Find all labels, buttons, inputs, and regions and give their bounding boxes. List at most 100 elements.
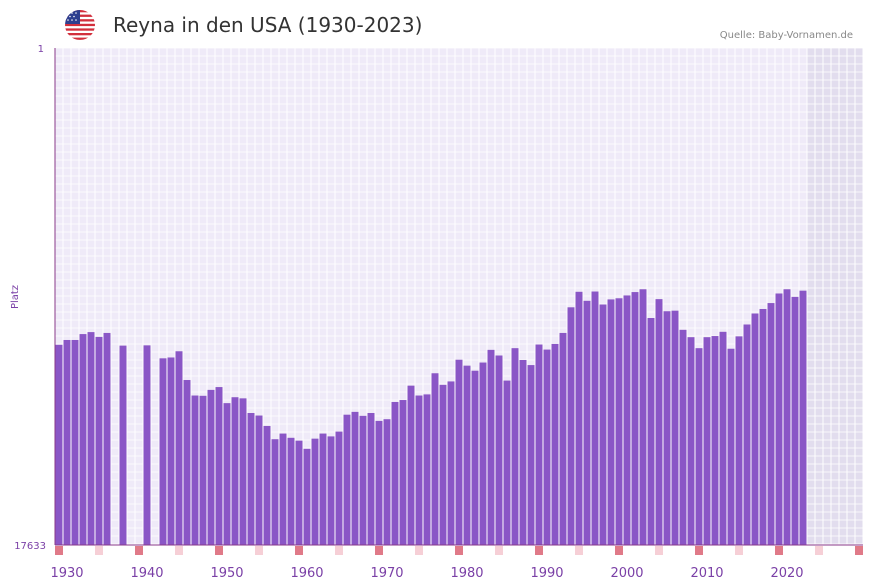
bar-1981 — [471, 370, 479, 545]
bar-1984 — [495, 355, 503, 545]
year-marker-1979 — [455, 546, 463, 555]
x-tick-1930: 1930 — [50, 566, 83, 581]
bar-1962 — [319, 433, 327, 545]
bar-1964 — [335, 431, 343, 545]
bar-1986 — [511, 348, 519, 545]
x-tick-1970: 1970 — [370, 566, 403, 581]
bar-1948 — [207, 389, 215, 545]
bar-1929 — [55, 344, 63, 545]
year-marker-1934 — [95, 546, 103, 555]
bar-1983 — [487, 349, 495, 545]
bar-1954 — [255, 415, 263, 545]
bar-2011 — [711, 336, 719, 545]
bar-1937 — [119, 345, 127, 545]
bar-1998 — [607, 299, 615, 545]
x-tick-1950: 1950 — [210, 566, 243, 581]
year-marker-1959 — [295, 546, 303, 555]
bar-2005 — [663, 311, 671, 545]
bar-1935 — [103, 332, 111, 545]
year-marker-1944 — [175, 546, 183, 555]
bar-1946 — [191, 395, 199, 545]
bar-2009 — [695, 348, 703, 545]
bar-2015 — [743, 324, 751, 545]
bar-1999 — [615, 298, 623, 545]
bar-1956 — [271, 439, 279, 545]
bar-2007 — [679, 329, 687, 545]
page-title: Reyna in den USA (1930-2023) — [113, 13, 423, 37]
bar-1949 — [215, 387, 223, 545]
bar-1942 — [159, 358, 167, 545]
year-marker-1954 — [255, 546, 263, 555]
bar-1959 — [295, 440, 303, 545]
bar-1979 — [455, 359, 463, 545]
bar-1963 — [327, 436, 335, 545]
bar-1975 — [423, 394, 431, 545]
bar-2013 — [727, 348, 735, 545]
bar-1992 — [559, 332, 567, 545]
bar-1966 — [351, 411, 359, 545]
bar-1958 — [287, 437, 295, 545]
bar-1993 — [567, 307, 575, 545]
year-marker-2024 — [815, 546, 823, 555]
bar-2006 — [671, 310, 679, 545]
year-marker-1949 — [215, 546, 223, 555]
bar-1971 — [391, 402, 399, 545]
bar-1934 — [95, 336, 103, 545]
year-marker-1969 — [375, 546, 383, 555]
bar-1943 — [167, 357, 175, 545]
x-tick-2000: 2000 — [610, 566, 643, 581]
bar-1933 — [87, 332, 95, 545]
bar-2022 — [799, 290, 807, 545]
x-tick-1980: 1980 — [450, 566, 483, 581]
y-top-label: 1 — [38, 44, 44, 55]
bar-1955 — [263, 425, 271, 545]
year-marker-1929 — [55, 546, 63, 555]
bar-1994 — [575, 291, 583, 545]
bar-2016 — [751, 313, 759, 545]
bar-1932 — [79, 334, 87, 545]
bar-1980 — [463, 365, 471, 545]
bar-1969 — [375, 420, 383, 545]
bar-1987 — [519, 360, 527, 545]
bar-2021 — [791, 296, 799, 545]
x-tick-2020: 2020 — [770, 566, 803, 581]
bar-2002 — [639, 289, 647, 545]
future-region — [807, 48, 863, 545]
bar-1945 — [183, 380, 191, 545]
year-marker-1984 — [495, 546, 503, 555]
bar-1991 — [551, 343, 559, 545]
bar-2018 — [767, 303, 775, 545]
bar-1944 — [175, 351, 183, 545]
bar-1967 — [359, 415, 367, 545]
source-label: Quelle: Baby-Vornamen.de — [719, 30, 853, 41]
bar-1931 — [71, 339, 79, 545]
x-tick-1960: 1960 — [290, 566, 323, 581]
bar-1977 — [439, 384, 447, 545]
year-marker-1964 — [335, 546, 343, 555]
bar-1940 — [143, 345, 151, 545]
usa-flag-icon — [64, 9, 96, 41]
bar-1995 — [583, 300, 591, 545]
bar-2010 — [703, 337, 711, 545]
bar-1930 — [63, 339, 71, 545]
x-tick-1990: 1990 — [530, 566, 563, 581]
bar-1968 — [367, 412, 375, 545]
bar-1970 — [383, 419, 391, 545]
year-marker-1989 — [535, 546, 543, 555]
bar-2003 — [647, 318, 655, 545]
bar-1973 — [407, 385, 415, 545]
bar-2017 — [759, 308, 767, 545]
x-tick-2010: 2010 — [690, 566, 723, 581]
year-marker-2014 — [735, 546, 743, 555]
bar-2000 — [623, 295, 631, 545]
bar-1990 — [543, 349, 551, 545]
year-marker-2019 — [775, 546, 783, 555]
bar-1965 — [343, 414, 351, 545]
bar-1974 — [415, 395, 423, 545]
year-marker-1994 — [575, 546, 583, 555]
bar-2008 — [687, 337, 695, 545]
bar-1947 — [199, 395, 207, 545]
bar-2020 — [783, 289, 791, 545]
year-marker-2029 — [855, 546, 863, 555]
